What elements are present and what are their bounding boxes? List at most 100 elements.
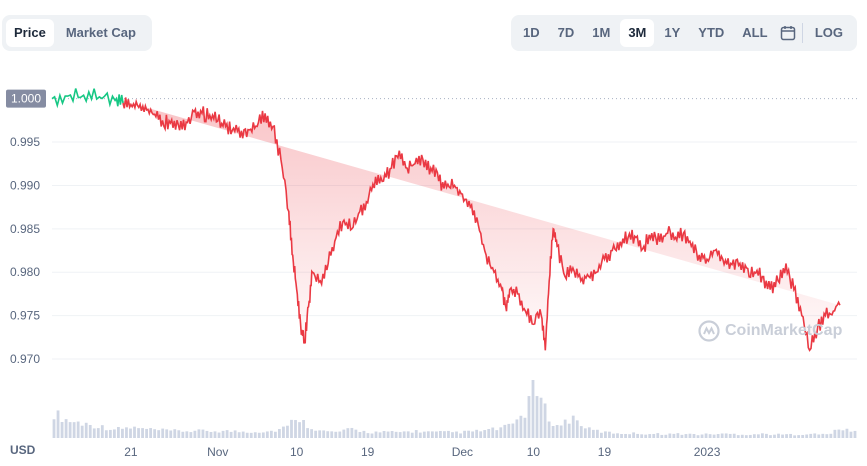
volume-bar (306, 428, 309, 438)
volume-bar (833, 429, 837, 438)
volume-bar (720, 433, 724, 438)
volume-bar (648, 434, 652, 438)
volume-bar (161, 428, 165, 438)
volume-bar (535, 396, 539, 438)
volume-bar (52, 419, 56, 438)
range-1y-button[interactable]: 1Y (664, 25, 681, 40)
price-area-fill (115, 98, 840, 351)
range-1d-button[interactable]: 1D (523, 25, 540, 40)
volume-bar (785, 434, 788, 438)
volume-bar (68, 422, 72, 438)
marketcap-tab[interactable]: Market Cap (65, 25, 136, 40)
volume-bar (761, 433, 764, 438)
volume-bar (330, 431, 334, 438)
log-scale-button[interactable]: LOG (814, 25, 843, 40)
volume-bar (748, 434, 752, 438)
volume-bar (805, 434, 809, 438)
volume-bar (587, 427, 591, 438)
volume-bar (354, 429, 358, 438)
volume-bar (728, 433, 732, 438)
volume-bar (555, 425, 559, 438)
volume-bar (704, 433, 708, 438)
volume-bar (696, 435, 700, 438)
volume-bar (374, 431, 378, 438)
volume-bar (632, 432, 636, 438)
volume-bar (117, 427, 120, 438)
reference-label: 1.000 (11, 92, 41, 106)
volume-bar (342, 429, 346, 438)
volume-bar (362, 430, 366, 438)
volume-bar (205, 430, 209, 438)
volume-bar (479, 431, 483, 438)
volume-bar (298, 422, 301, 438)
volume-bar (96, 428, 100, 438)
volume-bar (467, 430, 470, 438)
volume-bar (253, 432, 257, 438)
x-tick-label: 10 (290, 445, 304, 459)
volume-bar (740, 434, 744, 438)
volume-bar (278, 429, 281, 438)
volume-bar (422, 431, 426, 438)
volume-bar (418, 432, 422, 438)
volume-bar (700, 434, 704, 438)
volume-bar (559, 425, 563, 438)
volume-bar (752, 434, 756, 438)
volume-bar (551, 425, 555, 438)
range-7d-button[interactable]: 7D (557, 25, 575, 40)
volume-bar (245, 432, 249, 438)
volume-bar (471, 431, 475, 438)
volume-bar (414, 430, 418, 438)
price-tab[interactable]: Price (6, 19, 54, 47)
price-line-up (51, 88, 124, 109)
range-ytd-button[interactable]: YTD (698, 25, 725, 40)
volume-bar (583, 428, 587, 438)
volume-bar (241, 431, 245, 438)
calendar-icon[interactable] (778, 19, 799, 47)
range-3m-button[interactable]: 3M (620, 19, 655, 47)
volume-bar (125, 427, 128, 438)
volume-bar (370, 433, 374, 438)
volume-bar (604, 431, 607, 438)
volume-bar (507, 423, 511, 438)
volume-bar (680, 434, 684, 438)
volume-bar (692, 434, 696, 438)
volume-bar (853, 430, 857, 438)
volume-bar (129, 428, 132, 438)
volume-bar (157, 430, 161, 438)
volume-bar (237, 432, 241, 438)
volume-bar (346, 428, 350, 438)
volume-bar (225, 430, 229, 438)
range-all-button[interactable]: ALL (742, 25, 768, 40)
volume-bar (92, 428, 96, 438)
volume-bar (121, 428, 124, 438)
volume-bar (624, 433, 627, 438)
volume-bar (571, 415, 575, 438)
y-tick-label: 0.995 (10, 135, 40, 149)
volume-bar (358, 432, 362, 438)
volume-bar (793, 435, 797, 438)
x-tick-label: Nov (207, 445, 228, 459)
volume-bar (394, 431, 398, 438)
volume-bar (487, 428, 491, 438)
volume-bar (455, 431, 458, 438)
volume-bar (286, 425, 289, 438)
volume-bar (567, 423, 571, 438)
volume-bar (378, 432, 382, 438)
volume-bar (845, 428, 849, 438)
volume-bar (366, 433, 370, 438)
volume-bar (660, 434, 664, 438)
volume-bar (620, 433, 623, 438)
volume-bar (217, 432, 221, 438)
volume-bar (503, 424, 507, 438)
volume-bar (809, 433, 813, 438)
volume-bar (849, 431, 853, 438)
volume-bar (744, 435, 748, 438)
volume-bar (519, 415, 523, 438)
x-axis-ticks: 21 Nov 10 19 Dec 10 19 2023 (124, 445, 720, 459)
volume-bar (153, 429, 157, 438)
volume-bar (56, 410, 60, 438)
volume-bar (84, 422, 88, 438)
volume-bar (181, 431, 185, 438)
volume-bar (732, 433, 736, 438)
range-1m-button[interactable]: 1M (592, 25, 611, 40)
